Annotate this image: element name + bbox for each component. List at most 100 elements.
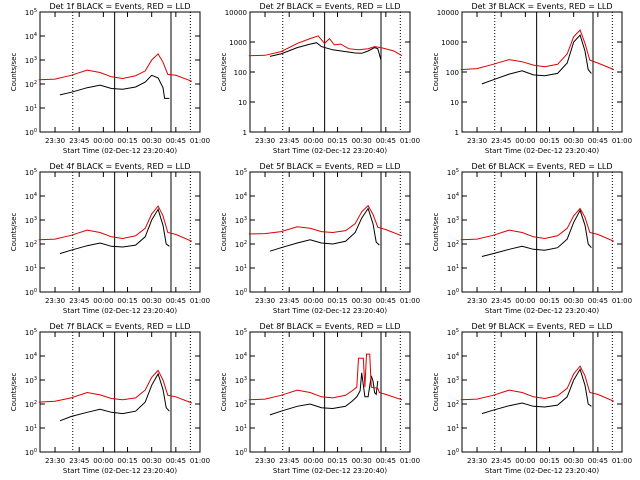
x-tick-label: 00:15 — [539, 137, 559, 145]
y-tick-label: 105 — [25, 328, 37, 337]
series-line-events — [59, 372, 170, 422]
chart-panel: Det 2f BLACK = Events, RED = LLD 1 10 100 10… — [220, 2, 420, 155]
y-axis-label: Counts/sec — [432, 213, 440, 252]
x-tick-label: 00:45 — [166, 457, 186, 465]
x-tick-label: 23:30 — [255, 457, 275, 465]
x-tick-label: 00:45 — [588, 457, 608, 465]
y-tick-label: 105 — [447, 168, 459, 177]
series-line-lld — [248, 35, 403, 57]
chart-panel: Det 3f BLACK = Events, RED = LLD 1 10 100 10… — [432, 2, 632, 155]
y-tick-label: 100 — [25, 288, 37, 297]
x-tick-label: 00:30 — [564, 137, 584, 145]
chart-title: Det 3f BLACK = Events, RED = LLD — [471, 2, 612, 11]
x-tick-label: 00:30 — [142, 137, 162, 145]
x-tick-label: 00:45 — [376, 137, 396, 145]
x-tick-label: 00:15 — [539, 297, 559, 305]
series-line-lld — [38, 53, 193, 82]
x-tick-label: 23:45 — [69, 137, 89, 145]
y-tick-label: 100 — [25, 128, 37, 137]
series-line-events — [59, 208, 170, 255]
y-tick-label: 103 — [25, 56, 37, 65]
y-tick-label: 103 — [235, 216, 247, 225]
plot-frame — [39, 11, 201, 133]
x-axis-label: Start Time (02-Dec-12 23:20:40) — [273, 467, 387, 475]
y-tick-label: 104 — [235, 192, 247, 201]
x-tick-label: 23:45 — [69, 297, 89, 305]
y-tick-label: 103 — [25, 216, 37, 225]
x-tick-label: 00:00 — [93, 137, 113, 145]
series-line-events — [481, 34, 592, 85]
y-tick-label: 101 — [25, 264, 37, 273]
chart-panel: Det 6f BLACK = Events, RED = LLD 100 101 10… — [432, 162, 632, 315]
x-tick-label: 00:45 — [588, 297, 608, 305]
plot-frame — [39, 171, 201, 293]
series-line-lld — [460, 29, 615, 71]
y-tick-label: 1 — [455, 129, 459, 137]
series-line-lld — [38, 205, 193, 242]
x-tick-label: 00:45 — [376, 457, 396, 465]
y-tick-label: 101 — [447, 424, 459, 433]
y-tick-label: 101 — [25, 104, 37, 113]
x-axis-label: Start Time (02-Dec-12 23:20:40) — [63, 307, 177, 315]
x-tick-label: 00:30 — [142, 297, 162, 305]
x-tick-label: 01:00 — [400, 457, 420, 465]
x-axis-label: Start Time (02-Dec-12 23:20:40) — [485, 467, 599, 475]
series-line-events — [269, 42, 382, 61]
y-tick-label: 10000 — [225, 9, 247, 17]
x-tick-label: 00:30 — [352, 457, 372, 465]
y-tick-label: 102 — [447, 400, 459, 409]
y-tick-label: 101 — [25, 424, 37, 433]
x-tick-label: 00:00 — [515, 297, 535, 305]
chart-panel: Det 9f BLACK = Events, RED = LLD 100 101 10… — [432, 322, 632, 475]
x-tick-label: 01:00 — [400, 297, 420, 305]
x-tick-label: 00:00 — [93, 457, 113, 465]
plot-frame — [461, 11, 623, 133]
x-tick-label: 00:30 — [352, 137, 372, 145]
x-tick-label: 00:15 — [117, 137, 137, 145]
series-line-events — [269, 372, 379, 416]
y-tick-label: 100 — [234, 69, 247, 77]
y-tick-label: 1000 — [441, 39, 459, 47]
series-line-lld — [460, 365, 615, 402]
y-tick-label: 105 — [25, 168, 37, 177]
x-tick-label: 00:30 — [352, 297, 372, 305]
chart-title: Det 9f BLACK = Events, RED = LLD — [471, 322, 612, 331]
x-tick-label: 23:45 — [279, 137, 299, 145]
series-line-lld — [460, 207, 615, 242]
x-tick-label: 00:45 — [166, 297, 186, 305]
chart-title: Det 5f BLACK = Events, RED = LLD — [259, 162, 400, 171]
chart-title: Det 2f BLACK = Events, RED = LLD — [259, 2, 400, 11]
x-tick-label: 23:30 — [467, 137, 487, 145]
y-axis-label: Counts/sec — [10, 53, 18, 92]
y-axis-label: Counts/sec — [220, 213, 228, 252]
x-tick-label: 23:30 — [45, 137, 65, 145]
series-line-events — [481, 368, 592, 415]
series-line-events — [59, 74, 170, 99]
chart-panel: Det 4f BLACK = Events, RED = LLD 100 101 10… — [10, 162, 210, 315]
x-tick-label: 01:00 — [190, 457, 210, 465]
y-tick-label: 105 — [235, 168, 247, 177]
y-tick-label: 103 — [447, 216, 459, 225]
x-tick-label: 00:00 — [515, 457, 535, 465]
chart-panel: Det 7f BLACK = Events, RED = LLD 100 101 10… — [10, 322, 210, 475]
x-tick-label: 00:45 — [376, 297, 396, 305]
x-tick-label: 00:15 — [327, 457, 347, 465]
x-tick-label: 23:45 — [279, 457, 299, 465]
y-axis-label: Counts/sec — [432, 53, 440, 92]
y-tick-label: 102 — [25, 400, 37, 409]
x-tick-label: 00:15 — [539, 457, 559, 465]
x-axis-label: Start Time (02-Dec-12 23:20:40) — [485, 307, 599, 315]
x-tick-label: 23:45 — [491, 137, 511, 145]
y-tick-label: 100 — [235, 448, 247, 457]
x-tick-label: 00:15 — [117, 297, 137, 305]
y-axis-label: Counts/sec — [10, 213, 18, 252]
y-tick-label: 104 — [25, 352, 37, 361]
y-tick-label: 1000 — [229, 39, 247, 47]
y-tick-label: 101 — [235, 424, 247, 433]
x-tick-label: 00:00 — [303, 297, 323, 305]
plot-frame — [249, 171, 411, 293]
y-tick-label: 104 — [447, 352, 459, 361]
chart-title: Det 6f BLACK = Events, RED = LLD — [471, 162, 612, 171]
x-axis-label: Start Time (02-Dec-12 23:20:40) — [63, 467, 177, 475]
x-tick-label: 00:45 — [166, 137, 186, 145]
